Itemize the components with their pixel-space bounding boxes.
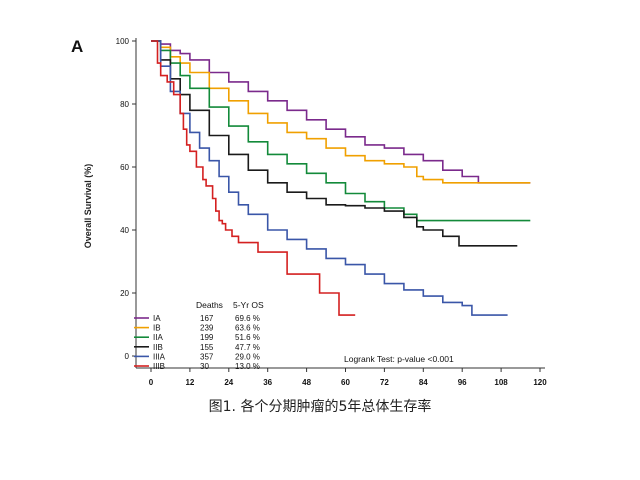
legend-stage-iia: IIA [153, 333, 163, 342]
x-tick-label: 36 [263, 378, 272, 387]
legend-table: Deaths 5-Yr OS IA 167 69.6 % IB 239 63.6 % IIA… [134, 300, 264, 371]
x-tick-label: 60 [341, 378, 350, 387]
axes: 0 20 40 60 80 100 0 12 24 36 48 60 72 84 96 108 120 [116, 37, 548, 387]
x-tick-label: 108 [494, 378, 508, 387]
legend-os-ia: 69.6 % [235, 314, 260, 323]
legend-stage-iiia: IIIA [153, 352, 166, 361]
survival-curve-ia [151, 40, 531, 184]
y-tick-label: 100 [116, 37, 130, 46]
logrank-annotation: Logrank Test: p-value <0.001 [344, 354, 454, 364]
survival-curve-iiib [151, 40, 356, 316]
legend-header-os: 5-Yr OS [233, 300, 264, 310]
survival-curve-iia [151, 40, 531, 222]
legend-stage-iiib: IIIB [153, 362, 165, 371]
legend-os-iiia: 29.0 % [235, 352, 260, 361]
x-tick-label: 0 [149, 378, 154, 387]
legend-os-iia: 51.6 % [235, 333, 260, 342]
x-tick-label: 96 [458, 378, 467, 387]
y-tick-label: 80 [120, 100, 129, 109]
survival-curve-iiia [151, 40, 508, 316]
x-tick-label: 72 [380, 378, 389, 387]
panel-label: A [71, 37, 83, 56]
legend-deaths-iib: 155 [200, 343, 214, 352]
y-tick-label: 40 [120, 226, 129, 235]
x-tick-label: 48 [302, 378, 311, 387]
legend-os-iib: 47.7 % [235, 343, 260, 352]
figure-caption: 图1. 各个分期肿瘤的5年总体生存率 [208, 399, 432, 415]
legend-stage-ib: IB [153, 324, 161, 333]
legend-deaths-iia: 199 [200, 333, 214, 342]
survival-curve-ib [151, 40, 531, 184]
legend-stage-ia: IA [153, 314, 161, 323]
survival-curve-iib [151, 40, 518, 247]
x-tick-label: 24 [224, 378, 233, 387]
survival-curves [151, 40, 531, 316]
x-tick-label: 120 [533, 378, 547, 387]
y-tick-label: 0 [125, 352, 130, 361]
legend-deaths-ia: 167 [200, 314, 214, 323]
x-tick-label: 12 [185, 378, 194, 387]
legend-os-iiib: 13.0 % [235, 362, 260, 371]
legend-deaths-iiib: 30 [200, 362, 209, 371]
y-tick-label: 20 [120, 289, 129, 298]
legend-stage-iib: IIB [153, 343, 163, 352]
legend-deaths-ib: 239 [200, 324, 214, 333]
legend-header-deaths: Deaths [196, 300, 223, 310]
x-tick-label: 84 [419, 378, 428, 387]
y-tick-label: 60 [120, 163, 129, 172]
legend-deaths-iiia: 357 [200, 352, 214, 361]
y-axis-label: Overall Survival (%) [83, 164, 93, 249]
legend-os-ib: 63.6 % [235, 324, 260, 333]
